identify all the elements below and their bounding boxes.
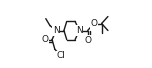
Text: N: N	[76, 26, 83, 35]
Text: N: N	[53, 26, 60, 35]
Text: Cl: Cl	[57, 51, 66, 60]
Text: O: O	[84, 36, 91, 45]
Text: O: O	[90, 19, 97, 28]
Text: O: O	[42, 35, 49, 44]
